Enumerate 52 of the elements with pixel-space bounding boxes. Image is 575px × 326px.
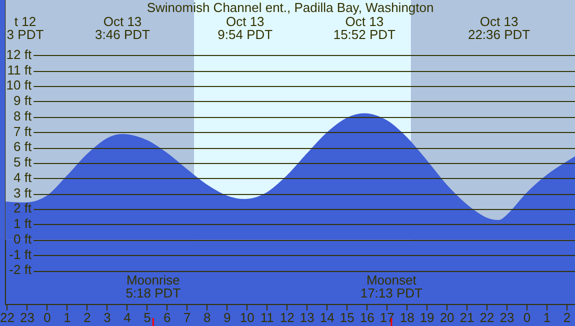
y-tick-label: 0 ft <box>13 231 32 246</box>
x-tick-label: 5 <box>144 310 151 325</box>
x-tick-label: 18 <box>400 310 414 325</box>
x-tick-label: 9 <box>224 310 231 325</box>
y-tick-label: -2 ft <box>9 262 32 278</box>
y-tick-label: -1 ft <box>9 246 32 262</box>
x-tick-label: 14 <box>320 310 334 325</box>
y-tick-label: 2 ft <box>13 200 32 216</box>
y-tick-label: 4 ft <box>13 170 32 185</box>
y-tick-label: 7 ft <box>13 124 32 139</box>
y-tick-label: 1 ft <box>13 216 32 232</box>
x-tick-label: 11 <box>260 310 274 325</box>
x-tick-label: 22 <box>0 310 14 325</box>
x-tick-label: 23 <box>500 310 514 325</box>
x-tick-label: 12 <box>280 310 294 325</box>
x-tick-label: 16 <box>360 310 374 325</box>
y-tick-label: 5 ft <box>13 154 32 170</box>
x-tick-label: 1 <box>543 310 551 325</box>
y-tick-label: 6 ft <box>13 139 32 154</box>
x-tick-label: 17 <box>380 310 394 325</box>
x-tick-label: 2 <box>84 310 91 325</box>
x-tick-label: 23 <box>20 310 34 325</box>
y-tick-label: 3 ft <box>13 185 32 200</box>
annotation: Oct 13 22:36 PDT <box>468 14 530 42</box>
x-tick-label: 2 <box>563 310 571 325</box>
y-tick-label: 12 ft <box>6 46 32 62</box>
annotation: t 12 3 PDT <box>6 14 44 42</box>
x-tick-label: 1 <box>64 310 71 325</box>
chart-title: Swinomish Channel ent., Padilla Bay, Washington <box>146 0 434 15</box>
x-tick-label: 8 <box>204 310 211 325</box>
x-tick-label: 6 <box>164 310 171 325</box>
x-tick-label: 3 <box>104 310 111 325</box>
ref-line-label: Moonset 17:13 PDT <box>360 272 423 300</box>
x-tick-label: 21 <box>460 310 474 325</box>
y-tick-label: 10 ft <box>6 78 32 93</box>
x-tick-label: 0 <box>44 310 51 325</box>
x-tick-label: 22 <box>480 310 494 325</box>
x-tick-label: 15 <box>340 310 354 325</box>
y-tick-label: 8 ft <box>13 108 32 124</box>
annotation: Oct 13 15:52 PDT <box>333 14 396 42</box>
x-tick-label: 13 <box>300 310 314 325</box>
x-tick-label: 10 <box>240 310 254 325</box>
annotation: Oct 13 9:54 PDT <box>218 14 273 42</box>
y-tick-label: 9 ft <box>13 93 32 108</box>
x-tick-label: 19 <box>420 310 434 325</box>
x-tick-label: 7 <box>184 310 191 325</box>
x-tick-label: 20 <box>440 310 454 325</box>
x-tick-label: 4 <box>124 310 131 325</box>
x-tick-label: 0 <box>523 310 531 325</box>
y-tick-label: 11 ft <box>7 62 32 78</box>
ref-line-label: Moonrise 5:18 PDT <box>126 272 181 300</box>
annotation: Oct 13 3:46 PDT <box>95 14 150 42</box>
